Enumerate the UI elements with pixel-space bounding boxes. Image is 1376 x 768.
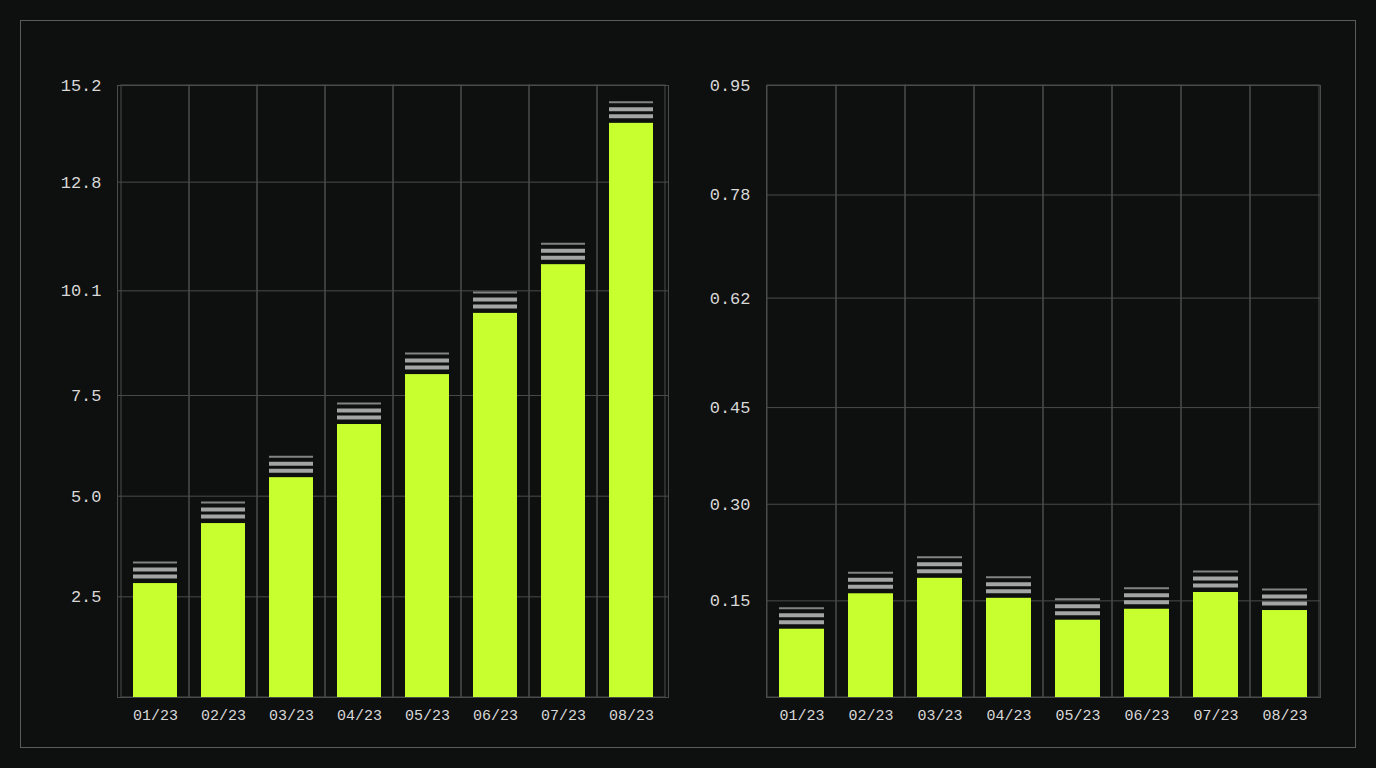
svg-text:06/23: 06/23 xyxy=(473,708,518,725)
svg-text:15.2: 15.2 xyxy=(61,77,102,96)
svg-text:5.0: 5.0 xyxy=(71,488,102,507)
svg-text:07/23: 07/23 xyxy=(1193,708,1238,725)
svg-text:08/23: 08/23 xyxy=(1262,708,1307,725)
svg-text:01/23: 01/23 xyxy=(133,708,178,725)
svg-text:03/23: 03/23 xyxy=(917,708,962,725)
svg-text:02/23: 02/23 xyxy=(848,708,893,725)
svg-text:02/23: 02/23 xyxy=(201,708,246,725)
svg-text:07/23: 07/23 xyxy=(541,708,586,725)
svg-text:04/23: 04/23 xyxy=(986,708,1031,725)
svg-text:04/23: 04/23 xyxy=(337,708,382,725)
svg-text:7.5: 7.5 xyxy=(71,387,102,406)
svg-text:0.95: 0.95 xyxy=(710,77,751,96)
svg-text:0.45: 0.45 xyxy=(710,399,751,418)
svg-text:0.78: 0.78 xyxy=(710,186,751,205)
svg-text:03/23: 03/23 xyxy=(269,708,314,725)
svg-text:0.62: 0.62 xyxy=(710,290,751,309)
svg-text:0.15: 0.15 xyxy=(710,592,751,611)
svg-text:12.8: 12.8 xyxy=(61,174,102,193)
svg-text:05/23: 05/23 xyxy=(1055,708,1100,725)
svg-text:01/23: 01/23 xyxy=(779,708,824,725)
svg-text:0.30: 0.30 xyxy=(710,496,751,515)
svg-text:06/23: 06/23 xyxy=(1124,708,1169,725)
svg-text:2.5: 2.5 xyxy=(71,588,102,607)
svg-text:10.1: 10.1 xyxy=(61,282,102,301)
svg-text:05/23: 05/23 xyxy=(405,708,450,725)
svg-text:08/23: 08/23 xyxy=(609,708,654,725)
